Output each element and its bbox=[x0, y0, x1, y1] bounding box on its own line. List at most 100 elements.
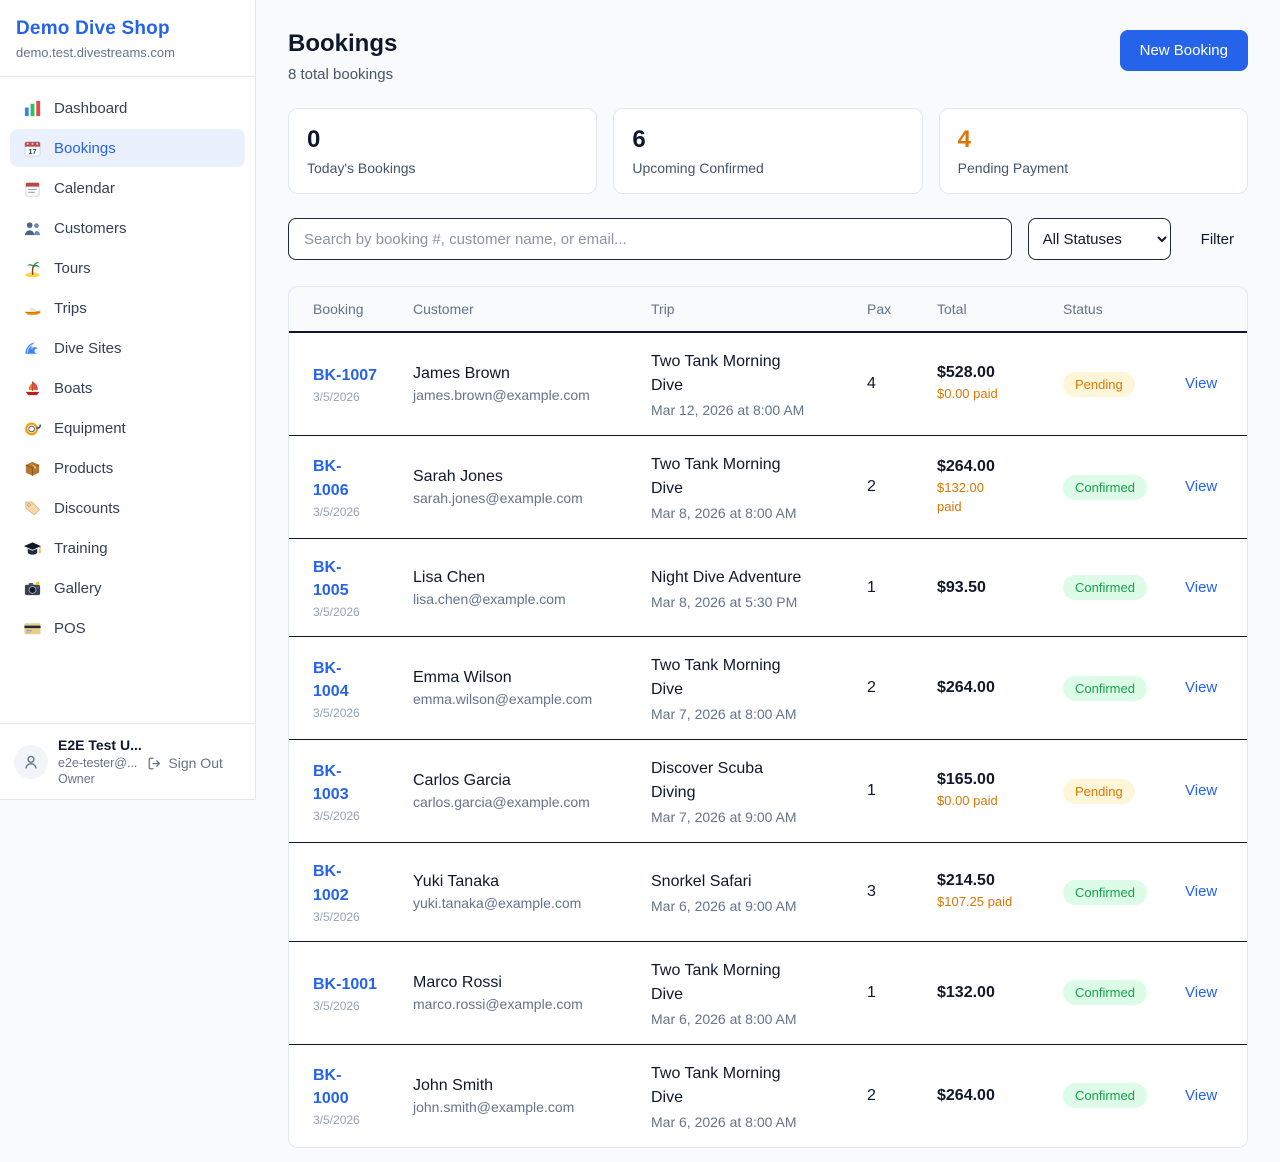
pax-value: 4 bbox=[867, 375, 876, 392]
customer-name: James Brown bbox=[413, 365, 510, 382]
trip-name: Night Dive Adventure bbox=[651, 568, 802, 586]
sidebar-item-gallery[interactable]: Gallery bbox=[10, 569, 245, 607]
table-row: BK- 1005 3/5/2026 Lisa Chen lisa.chen@examp… bbox=[289, 537, 1247, 637]
status-badge: Confirmed bbox=[1063, 575, 1147, 601]
customer-name: Yuki Tanaka bbox=[413, 873, 499, 891]
new-booking-button[interactable]: New Booking bbox=[1119, 30, 1248, 71]
brand-box: Demo Dive Shop demo.test.divestreams.com bbox=[0, 0, 255, 77]
pax-value: 2 bbox=[867, 478, 876, 495]
sidebar-item-label: Training bbox=[54, 539, 108, 557]
sidebar-item-customers[interactable]: Customers bbox=[10, 209, 245, 247]
pax-cell: 4 bbox=[855, 332, 925, 436]
view-link[interactable]: View bbox=[1185, 679, 1218, 697]
column-header bbox=[1173, 287, 1247, 333]
sidebar-item-boats[interactable]: Boats bbox=[10, 369, 245, 407]
booking-date: 3/5/2026 bbox=[313, 390, 360, 405]
customer-cell: John Smith john.smith@example.com bbox=[401, 1043, 639, 1147]
table-row: BK-1007 3/5/2026 James Brown james.brown@ex… bbox=[289, 332, 1247, 436]
total-cell: $264.00 bbox=[925, 636, 1051, 740]
sidebar-item-discounts[interactable]: Discounts bbox=[10, 489, 245, 527]
total-amount: $214.50 bbox=[937, 872, 995, 890]
view-link[interactable]: View bbox=[1185, 578, 1218, 596]
user-email: e2e-tester@... bbox=[58, 756, 138, 770]
bookings-table: Booking Customer Trip Pax Total Status BK-100… bbox=[289, 287, 1247, 1147]
sidebar-item-training[interactable]: Training bbox=[10, 529, 245, 567]
sidebar-item-label: Dive Sites bbox=[54, 339, 122, 357]
table-row: BK-1001 3/5/2026 Marco Rossi marco.rossi@ex… bbox=[289, 940, 1247, 1045]
trip-datetime: Mar 6, 2026 at 9:00 AM bbox=[651, 898, 797, 915]
sidebar-item-bookings[interactable]: 17 Bookings bbox=[10, 129, 245, 167]
booking-id-link[interactable]: BK-1007 bbox=[313, 366, 378, 384]
sidebar-item-calendar[interactable]: Calendar bbox=[10, 169, 245, 207]
sign-out-icon bbox=[149, 757, 161, 769]
total-cell: $132.00 bbox=[925, 940, 1051, 1045]
table-row: BK- 1000 3/5/2026 John Smith john.smith@exa… bbox=[289, 1043, 1247, 1147]
sidebar-item-label: POS bbox=[54, 619, 86, 637]
booking-cell: BK- 1002 3/5/2026 bbox=[289, 842, 401, 942]
trip-cell: Two Tank Morning Dive Mar 8, 2026 at 8:00… bbox=[639, 435, 855, 539]
booking-id-link[interactable]: BK-1001 bbox=[313, 975, 378, 993]
trip-cell: Two Tank Morning Dive Mar 7, 2026 at 8:00… bbox=[639, 636, 855, 740]
status-badge: Confirmed bbox=[1063, 474, 1147, 500]
status-badge: Confirmed bbox=[1063, 1083, 1147, 1109]
grad-cap-icon bbox=[22, 538, 42, 558]
trip-name: Two Tank Morning Dive bbox=[651, 657, 781, 699]
sidebar-item-label: Bookings bbox=[54, 139, 116, 157]
booking-id-link[interactable]: BK- 1003 bbox=[313, 762, 349, 803]
view-link[interactable]: View bbox=[1185, 983, 1218, 1001]
status-filter-select[interactable]: All Statuses bbox=[1027, 218, 1171, 260]
pax-value: 2 bbox=[867, 679, 876, 697]
sidebar-item-pos[interactable]: POS bbox=[10, 609, 245, 647]
sidebar-item-label: Trips bbox=[54, 299, 87, 317]
trip-cell: Night Dive Adventure Mar 8, 2026 at 5:30 … bbox=[639, 537, 855, 637]
tag-icon bbox=[22, 498, 42, 518]
wave-icon bbox=[22, 338, 42, 358]
view-link[interactable]: View bbox=[1185, 375, 1218, 392]
trip-datetime: Mar 8, 2026 at 8:00 AM bbox=[651, 505, 797, 521]
booking-date: 3/5/2026 bbox=[313, 909, 360, 924]
pax-cell: 2 bbox=[855, 1043, 925, 1147]
sidebar-item-dashboard[interactable]: Dashboard bbox=[10, 89, 245, 127]
pax-value: 3 bbox=[867, 883, 876, 901]
search-input[interactable] bbox=[288, 218, 1012, 260]
sidebar-item-equipment[interactable]: Equipment bbox=[10, 409, 245, 447]
sign-out-button[interactable]: Sign Out bbox=[147, 755, 223, 771]
sidebar-item-dive-sites[interactable]: Dive Sites bbox=[10, 329, 245, 367]
sidebar-item-trips[interactable]: Trips bbox=[10, 289, 245, 327]
booking-id-link[interactable]: BK- 1006 bbox=[313, 458, 349, 499]
status-badge: Pending bbox=[1063, 778, 1135, 804]
view-link[interactable]: View bbox=[1185, 1086, 1218, 1104]
booking-date: 3/5/2026 bbox=[313, 1113, 360, 1128]
booking-id-link[interactable]: BK- 1000 bbox=[313, 1067, 349, 1108]
booking-id-link[interactable]: BK- 1002 bbox=[313, 863, 349, 904]
view-link[interactable]: View bbox=[1185, 478, 1218, 495]
sidebar-item-tours[interactable]: Tours bbox=[10, 249, 245, 287]
booking-cell: BK- 1003 3/5/2026 bbox=[289, 739, 401, 843]
view-link[interactable]: View bbox=[1185, 883, 1218, 901]
bookings-table-body: BK-1007 3/5/2026 James Brown james.brown@ex… bbox=[289, 332, 1247, 1147]
trip-datetime: Mar 7, 2026 at 8:00 AM bbox=[651, 706, 797, 723]
pax-cell: 1 bbox=[855, 739, 925, 843]
filter-button[interactable]: Filter bbox=[1187, 223, 1248, 256]
stat-label: Upcoming Confirmed bbox=[632, 160, 764, 176]
total-cell: $264.00 bbox=[925, 1043, 1051, 1147]
total-cell: $528.00 $0.00 paid bbox=[925, 332, 1051, 436]
bar-chart-icon bbox=[22, 98, 42, 118]
page-header: Bookings 8 total bookings New Booking bbox=[288, 30, 1248, 83]
trip-cell: Discover Scuba Diving Mar 7, 2026 at 9:00… bbox=[639, 739, 855, 843]
pax-value: 1 bbox=[867, 782, 876, 800]
sidebar-item-label: Customers bbox=[54, 219, 127, 237]
booking-id-link[interactable]: BK- 1005 bbox=[313, 559, 349, 600]
sidebar-item-products[interactable]: Products bbox=[10, 449, 245, 487]
table-row: BK- 1003 3/5/2026 Carlos Garcia carlos.garc… bbox=[289, 739, 1247, 843]
sidebar-item-label: Gallery bbox=[54, 579, 102, 597]
action-cell: View bbox=[1173, 332, 1247, 436]
customer-email: james.brown@example.com bbox=[413, 387, 590, 403]
table-row: BK- 1002 3/5/2026 Yuki Tanaka yuki.tanaka@e… bbox=[289, 842, 1247, 942]
customer-name: Carlos Garcia bbox=[413, 772, 511, 790]
trip-name: Snorkel Safari bbox=[651, 873, 752, 891]
status-badge: Confirmed bbox=[1063, 980, 1147, 1006]
view-link[interactable]: View bbox=[1185, 782, 1218, 800]
booking-id-link[interactable]: BK- 1004 bbox=[313, 659, 349, 700]
sidebar-item-label: Discounts bbox=[54, 499, 120, 517]
